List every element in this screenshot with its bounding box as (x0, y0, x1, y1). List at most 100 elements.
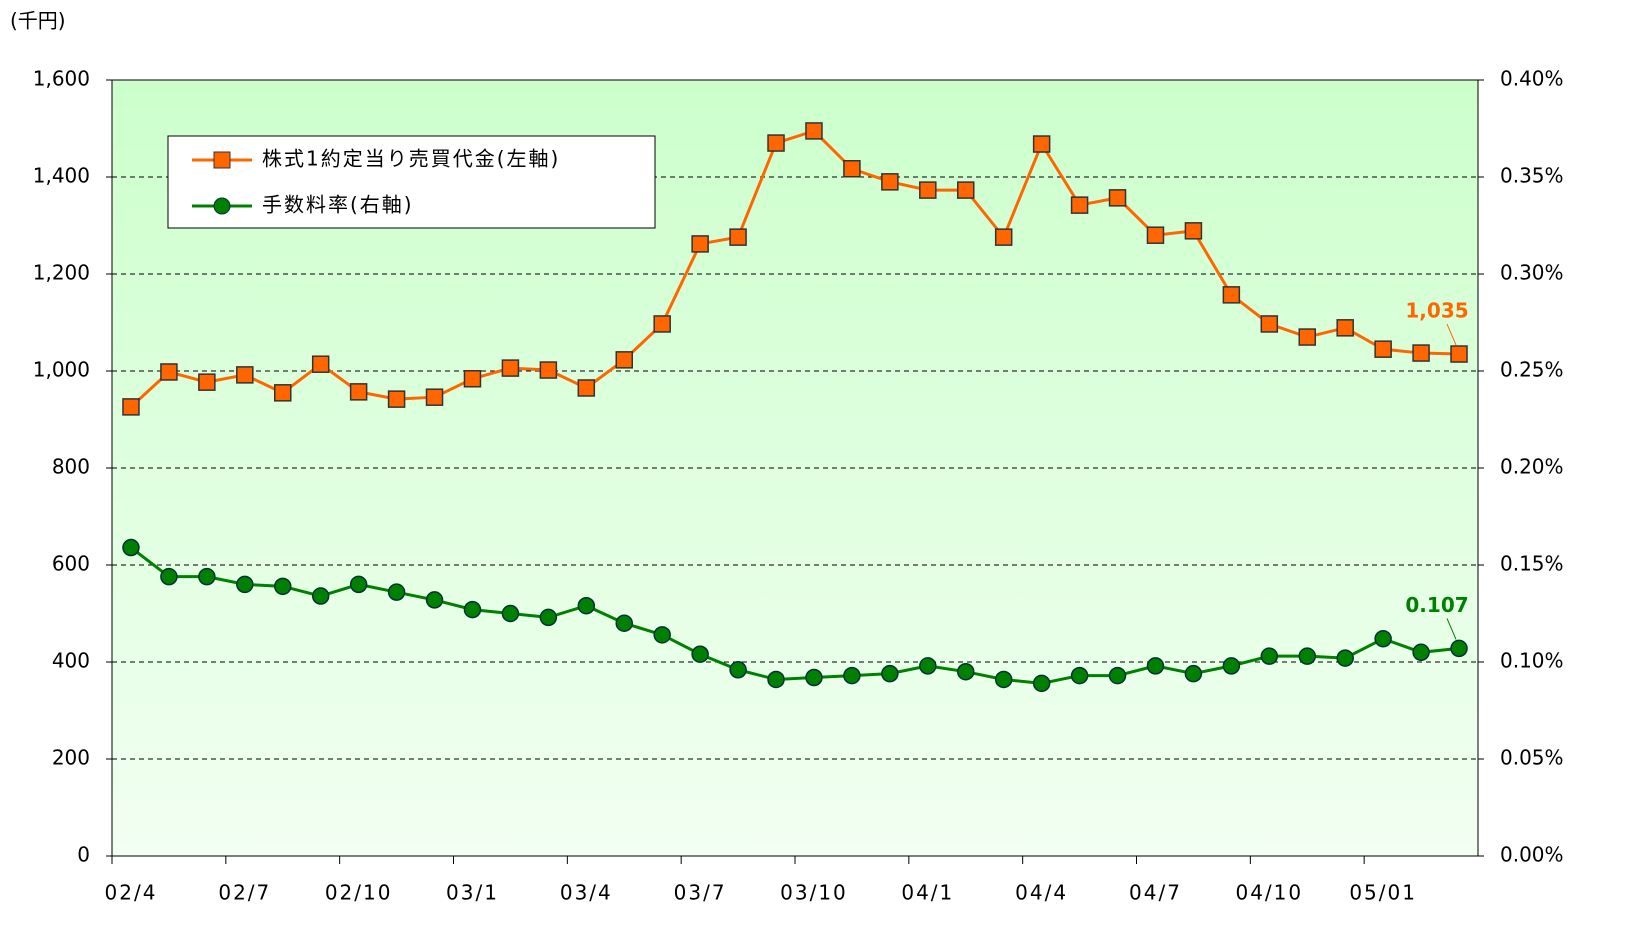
x-tick-label: 05/01 (1349, 881, 1417, 905)
marker (577, 379, 596, 397)
marker (1032, 135, 1051, 153)
x-tick-label: 03/4 (560, 881, 613, 905)
legend-label: 手数料率(右軸) (262, 193, 414, 217)
y2-tick-label: 0.40% (1500, 67, 1564, 91)
marker (501, 359, 520, 377)
legend-label: 株式1約定当り売買代金(左軸) (262, 147, 560, 171)
x-tick-label: 04/1 (901, 881, 954, 905)
marker (1260, 315, 1279, 333)
y-tick-label: 1,200 (33, 261, 90, 285)
marker (729, 228, 747, 246)
legend-marker (213, 151, 231, 169)
x-tick-label: 04/10 (1235, 881, 1303, 905)
x-tick-label: 02/10 (325, 881, 393, 905)
marker (1032, 674, 1051, 693)
x-tick-label: 04/4 (1015, 881, 1068, 905)
y-tick-label: 1,400 (33, 164, 90, 188)
marker (994, 670, 1013, 689)
marker (1450, 345, 1468, 363)
marker (1298, 328, 1316, 346)
marker (198, 373, 216, 391)
marker (122, 398, 140, 416)
y-tick-label: 200 (52, 746, 90, 770)
data-label: 1,035 (1405, 299, 1468, 323)
marker (767, 670, 785, 689)
y-tick-label: 400 (52, 649, 90, 673)
marker (843, 160, 861, 178)
y-tick-label: 1,600 (33, 67, 90, 91)
label-leader (1446, 323, 1457, 346)
marker (577, 596, 596, 615)
marker (957, 181, 975, 199)
marker (539, 608, 558, 627)
marker (691, 645, 709, 663)
y2-tick-label: 0.15% (1500, 552, 1564, 576)
marker (1336, 649, 1354, 667)
marker (160, 567, 178, 586)
marker (805, 668, 823, 687)
marker (274, 384, 292, 402)
unit-label: (千円) (10, 9, 66, 33)
marker (425, 591, 444, 609)
y2-tick-label: 0.35% (1500, 164, 1564, 188)
marker (767, 134, 785, 152)
x-tick-label: 03/10 (780, 881, 848, 905)
marker (236, 366, 254, 384)
marker (1146, 657, 1165, 675)
x-tick-label: 03/7 (674, 881, 727, 905)
marker (463, 370, 482, 388)
marker (1374, 340, 1392, 358)
marker (349, 575, 368, 594)
marker (615, 614, 633, 632)
marker (1222, 657, 1241, 675)
marker (615, 351, 633, 369)
marker (957, 662, 975, 681)
marker (919, 181, 937, 199)
marker (198, 567, 216, 586)
marker (1260, 647, 1279, 665)
marker (539, 361, 558, 379)
marker (994, 228, 1013, 246)
marker (387, 390, 406, 408)
marker (349, 383, 368, 401)
marker (236, 575, 254, 594)
legend-marker (213, 197, 231, 215)
y-tick-label: 1,000 (33, 358, 90, 382)
marker (1108, 189, 1127, 207)
data-label: 0.107 (1405, 593, 1468, 617)
x-tick-label: 02/7 (218, 881, 271, 905)
marker (1184, 664, 1203, 683)
marker (501, 604, 520, 623)
marker (1184, 222, 1203, 240)
marker (881, 664, 899, 683)
y-tick-label: 600 (52, 552, 90, 576)
marker (1412, 344, 1430, 362)
marker (805, 122, 823, 140)
y2-tick-label: 0.25% (1500, 358, 1564, 382)
marker (1146, 226, 1165, 244)
marker (425, 388, 444, 406)
y2-tick-label: 0.10% (1500, 649, 1564, 673)
y2-tick-label: 0.20% (1500, 455, 1564, 479)
marker (463, 600, 482, 619)
marker (691, 235, 709, 253)
x-tick-label: 03/1 (446, 881, 499, 905)
marker (1222, 286, 1241, 304)
marker (1070, 666, 1089, 685)
marker (1450, 639, 1468, 658)
marker (1374, 629, 1392, 648)
legend-box (167, 135, 656, 229)
x-tick-label: 02/4 (105, 881, 158, 905)
y2-tick-label: 0.00% (1500, 843, 1564, 867)
marker (387, 583, 406, 601)
marker (843, 666, 861, 685)
marker (1298, 647, 1316, 665)
marker (653, 626, 671, 644)
marker (311, 587, 330, 605)
marker (1070, 196, 1089, 214)
label-leader (1446, 618, 1457, 640)
marker (919, 657, 937, 675)
marker (122, 538, 140, 557)
y-tick-label: 800 (52, 455, 90, 479)
